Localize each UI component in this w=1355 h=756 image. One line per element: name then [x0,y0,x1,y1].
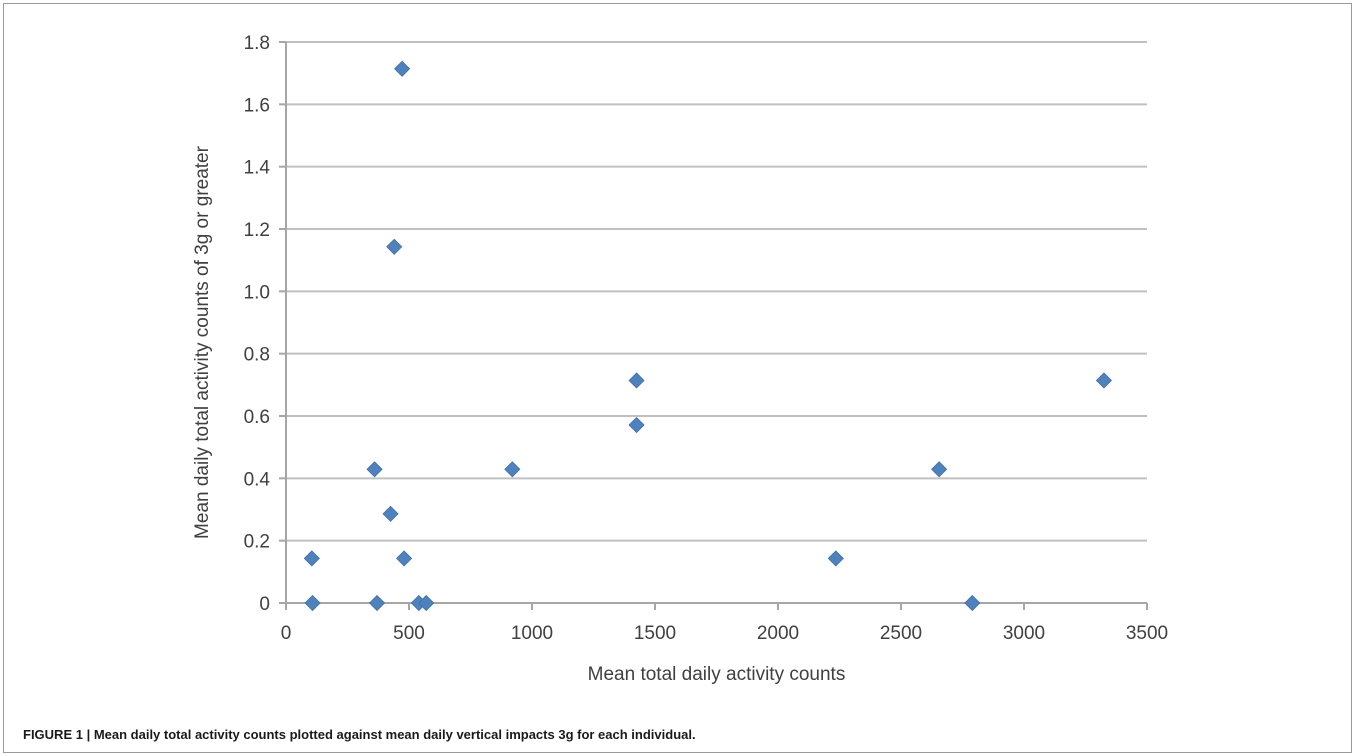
y-tick-label: 0 [259,594,270,615]
y-tick-label: 0.4 [244,469,271,490]
x-tick-label: 3000 [1003,623,1045,644]
x-axis-title: Mean total daily activity counts [588,664,846,685]
x-tick-label: 1500 [634,623,676,644]
y-tick-label: 0.2 [244,532,270,553]
data-point-4 [382,505,399,522]
data-point-1 [304,594,321,612]
x-tick-label: 2000 [757,623,799,644]
y-tick-label: 1.0 [244,282,270,303]
figure-frame [3,3,1352,753]
x-tick-label: 500 [393,623,425,644]
data-point-10 [504,461,521,478]
data-point-7 [396,550,413,567]
y-tick-label: 0.8 [244,345,270,366]
y-axis-title: Mean daily total activity counts of 3g o… [192,145,213,539]
scatter-chart: 0 0.2 0.4 0.6 0.8 1.0 1.2 1.4 1.6 1.8 0 500 1000 1500… [192,33,1169,685]
data-point-3 [368,594,386,612]
x-tick-label: 3500 [1126,623,1168,644]
data-point-5 [386,238,403,255]
data-point-13 [827,550,844,567]
y-tick-label: 1.2 [244,220,270,241]
y-tick-label: 1.4 [244,158,271,179]
x-tick-label: 2500 [880,623,922,644]
x-tick-label: 1000 [511,623,553,644]
data-point-6 [394,60,411,77]
data-point-14 [931,461,948,478]
data-point-16 [1095,372,1113,389]
grid-layer [286,41,1147,542]
data-point-12 [628,416,645,434]
axis-layer [285,42,1147,604]
data-point-2 [366,461,383,478]
data-point-11 [628,372,645,389]
point-layer [303,60,1113,612]
x-tick-label: 0 [281,623,292,644]
figure-caption: FIGURE 1 | Mean daily total activity cou… [23,727,696,742]
tick-layer: 0 0.2 0.4 0.6 0.8 1.0 1.2 1.4 1.6 1.8 0 500 1000 1500… [244,33,1169,644]
data-point-15 [964,594,981,612]
y-tick-label: 0.6 [244,407,270,428]
data-point-0 [303,550,320,567]
data-point-9 [418,594,435,612]
y-tick-label: 1.6 [244,95,270,116]
y-tick-label: 1.8 [244,33,270,54]
